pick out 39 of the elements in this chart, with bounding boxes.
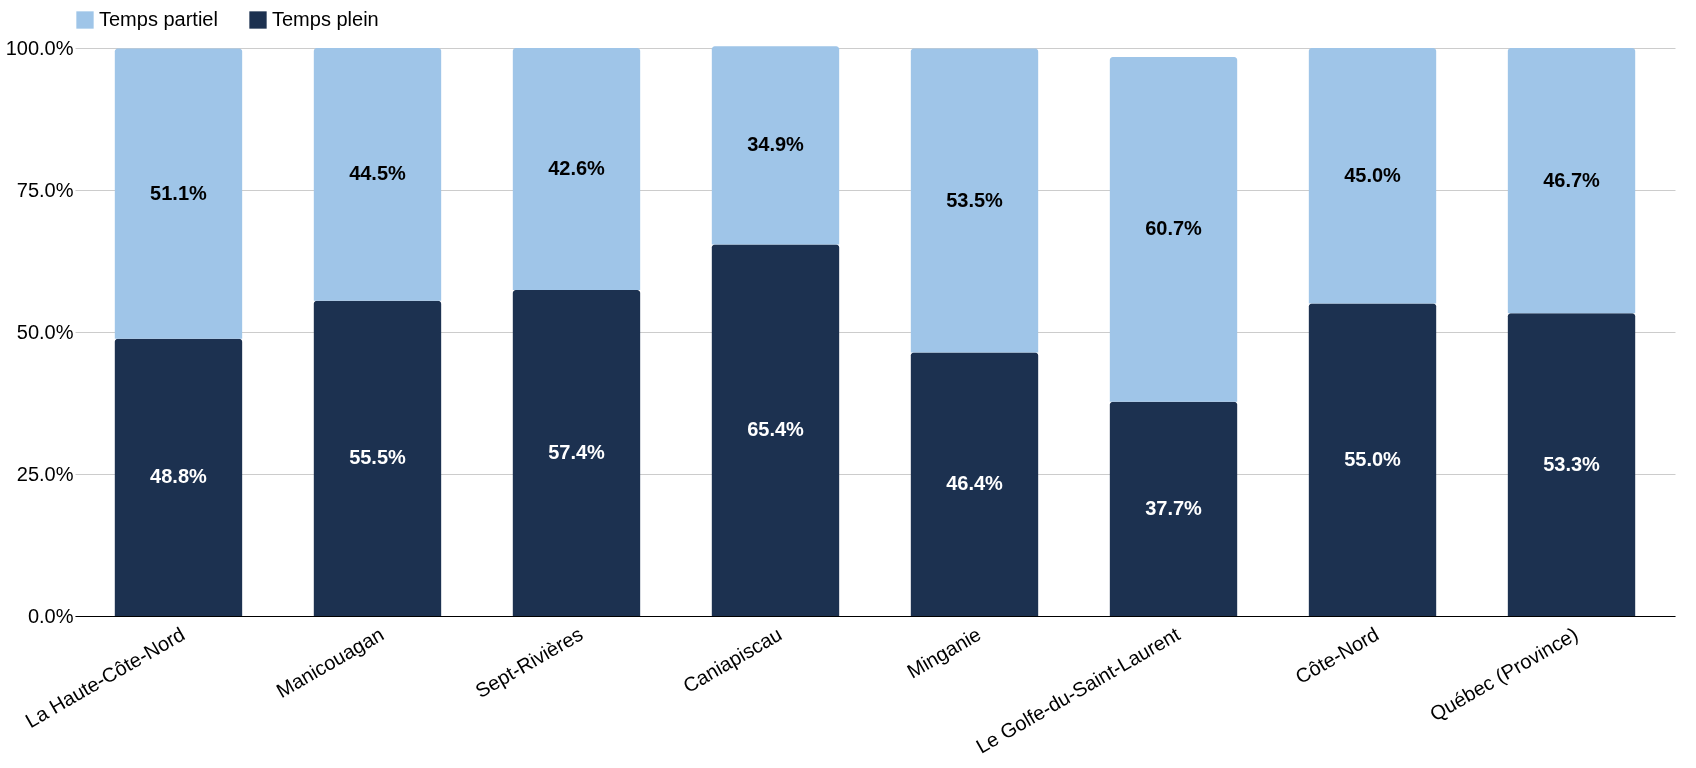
bar	[1507, 313, 1636, 616]
data-label: 46.7%	[1543, 168, 1601, 191]
bar	[512, 289, 641, 616]
y-tick-label: 25.0%	[16, 462, 74, 485]
bar	[313, 48, 442, 301]
data-label: 48.8%	[150, 465, 208, 488]
data-label: 53.3%	[1543, 452, 1601, 475]
bar	[313, 300, 442, 616]
bar	[114, 338, 243, 616]
bar	[711, 46, 840, 245]
data-label: 57.4%	[548, 440, 606, 463]
data-label: 55.5%	[349, 446, 407, 469]
y-tick-label: 0.0%	[27, 604, 74, 627]
data-label: 34.9%	[747, 133, 805, 156]
y-tick-label: 100.0%	[5, 36, 74, 59]
bar	[114, 48, 243, 339]
y-tick-label: 50.0%	[16, 320, 74, 343]
bar	[1308, 48, 1437, 304]
data-label: 65.4%	[747, 418, 805, 441]
bar	[910, 352, 1039, 616]
bar	[1507, 48, 1636, 314]
data-label: 46.4%	[946, 472, 1004, 495]
y-tick-label: 75.0%	[16, 178, 74, 201]
data-label: 45.0%	[1344, 163, 1402, 186]
bar	[910, 48, 1039, 353]
bar	[1109, 401, 1238, 616]
legend-label: Temps plein	[272, 8, 379, 30]
data-label: 51.1%	[150, 181, 208, 204]
data-label: 44.5%	[349, 162, 407, 185]
bar	[512, 48, 641, 290]
bar	[711, 244, 840, 616]
data-label: 53.5%	[946, 188, 1004, 211]
data-label: 37.7%	[1145, 496, 1203, 519]
bar	[1308, 303, 1437, 616]
data-label: 55.0%	[1344, 447, 1402, 470]
bar	[1109, 57, 1238, 402]
legend-label: Temps partiel	[99, 8, 218, 30]
data-label: 42.6%	[548, 156, 606, 179]
data-label: 60.7%	[1145, 217, 1203, 240]
